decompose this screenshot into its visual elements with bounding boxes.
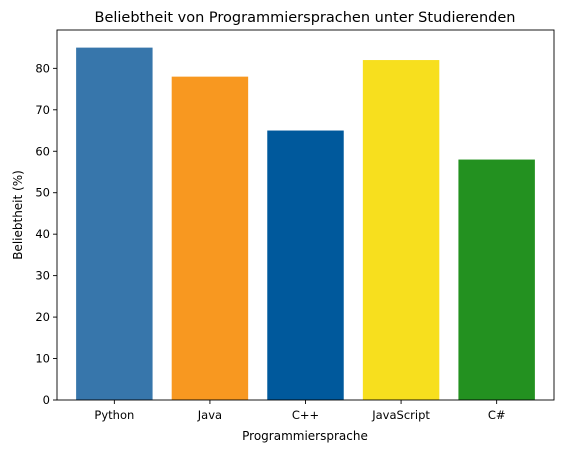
bar-python <box>76 47 153 400</box>
y-tick-label: 30 <box>35 269 50 283</box>
y-tick-label: 80 <box>35 61 50 75</box>
x-tick-label: C++ <box>292 408 319 422</box>
bar-javascript <box>362 60 440 400</box>
x-tick-label: Java <box>197 408 222 422</box>
bar-c- <box>267 130 344 400</box>
x-axis-label: Programmiersprache <box>242 429 368 443</box>
bar-java <box>171 76 249 400</box>
y-tick-label: 20 <box>35 310 50 324</box>
x-tick-label: JavaScript <box>371 408 430 422</box>
y-tick-label: 40 <box>35 227 50 241</box>
y-tick-label: 50 <box>35 186 50 200</box>
y-tick-label: 70 <box>35 103 50 117</box>
chart-title: Beliebtheit von Programmiersprachen unte… <box>95 10 516 26</box>
plot-area: 0 10 20 30 40 50 60 70 80 Python Java C++ JavaScript… <box>35 29 555 422</box>
y-tick-label: 10 <box>35 352 50 366</box>
y-tick-label: 60 <box>35 144 50 158</box>
x-tick-label: C# <box>488 408 506 422</box>
bar-c- <box>458 159 535 400</box>
x-tick-label: Python <box>94 408 134 422</box>
y-tick-label: 0 <box>43 393 50 407</box>
y-axis-label: Beliebtheit (%) <box>11 170 25 260</box>
